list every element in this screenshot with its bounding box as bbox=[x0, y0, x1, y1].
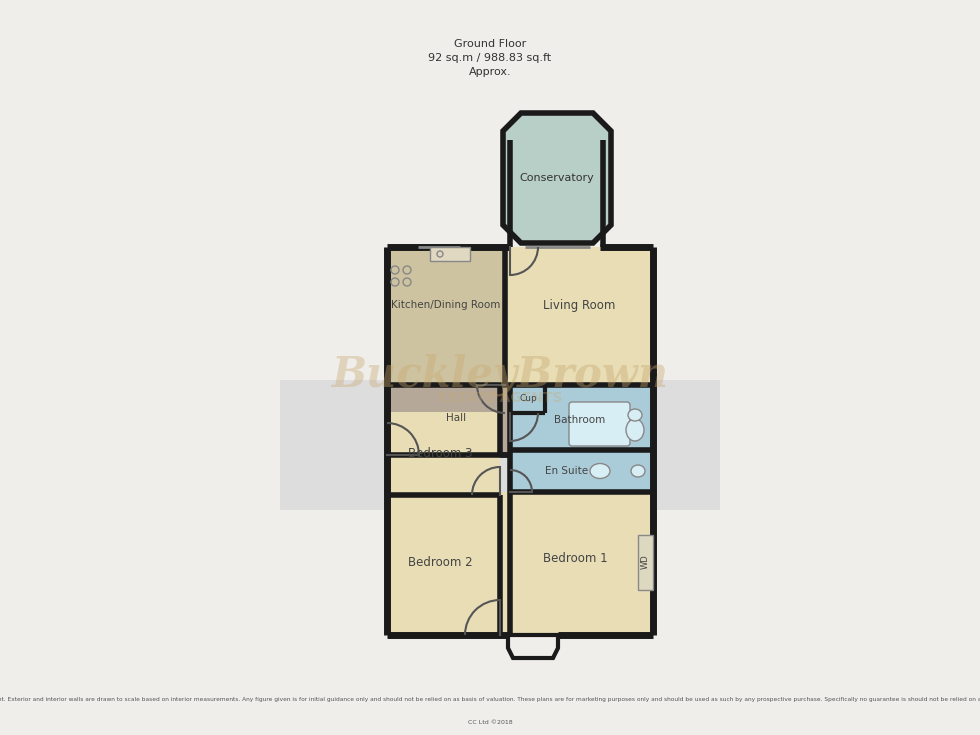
Text: Whilst every attempt has been made to ensure the accuracy of the floor plan cont: Whilst every attempt has been made to en… bbox=[0, 698, 980, 703]
Text: BuckleyBrown: BuckleyBrown bbox=[331, 354, 668, 396]
Text: CC Ltd ©2018: CC Ltd ©2018 bbox=[467, 720, 513, 725]
Text: En Suite: En Suite bbox=[546, 466, 589, 476]
Ellipse shape bbox=[626, 419, 644, 441]
Text: Ground Floor
92 sq.m / 988.83 sq.ft
Approx.: Ground Floor 92 sq.m / 988.83 sq.ft Appr… bbox=[428, 39, 552, 77]
Polygon shape bbox=[508, 635, 558, 658]
FancyBboxPatch shape bbox=[569, 402, 630, 446]
Bar bbox=[500, 492, 653, 635]
Bar bbox=[387, 385, 510, 455]
Text: Conservatory: Conservatory bbox=[519, 173, 595, 183]
Text: WD: WD bbox=[641, 555, 650, 570]
Text: Kitchen/Dining Room: Kitchen/Dining Room bbox=[391, 300, 501, 310]
Bar bbox=[510, 450, 653, 492]
Bar bbox=[430, 247, 470, 261]
Text: ESTATE AGENTS: ESTATE AGENTS bbox=[438, 391, 563, 405]
Text: Bedroom 2: Bedroom 2 bbox=[408, 556, 472, 570]
Text: Bedroom 3: Bedroom 3 bbox=[408, 446, 472, 459]
Bar bbox=[387, 412, 500, 495]
Text: Bathroom: Bathroom bbox=[555, 415, 606, 425]
Polygon shape bbox=[503, 113, 611, 243]
Ellipse shape bbox=[631, 465, 645, 477]
Text: Bedroom 1: Bedroom 1 bbox=[543, 551, 608, 564]
Bar bbox=[280, 380, 720, 510]
Bar bbox=[440, 385, 510, 455]
Text: Cup: Cup bbox=[519, 393, 537, 403]
Bar bbox=[510, 385, 653, 450]
Bar bbox=[638, 535, 653, 590]
Bar bbox=[387, 247, 505, 385]
Bar bbox=[505, 247, 653, 385]
Text: Hall: Hall bbox=[446, 413, 466, 423]
Ellipse shape bbox=[628, 409, 642, 421]
Text: Living Room: Living Room bbox=[543, 298, 615, 312]
Bar bbox=[387, 495, 500, 635]
Ellipse shape bbox=[590, 464, 610, 478]
